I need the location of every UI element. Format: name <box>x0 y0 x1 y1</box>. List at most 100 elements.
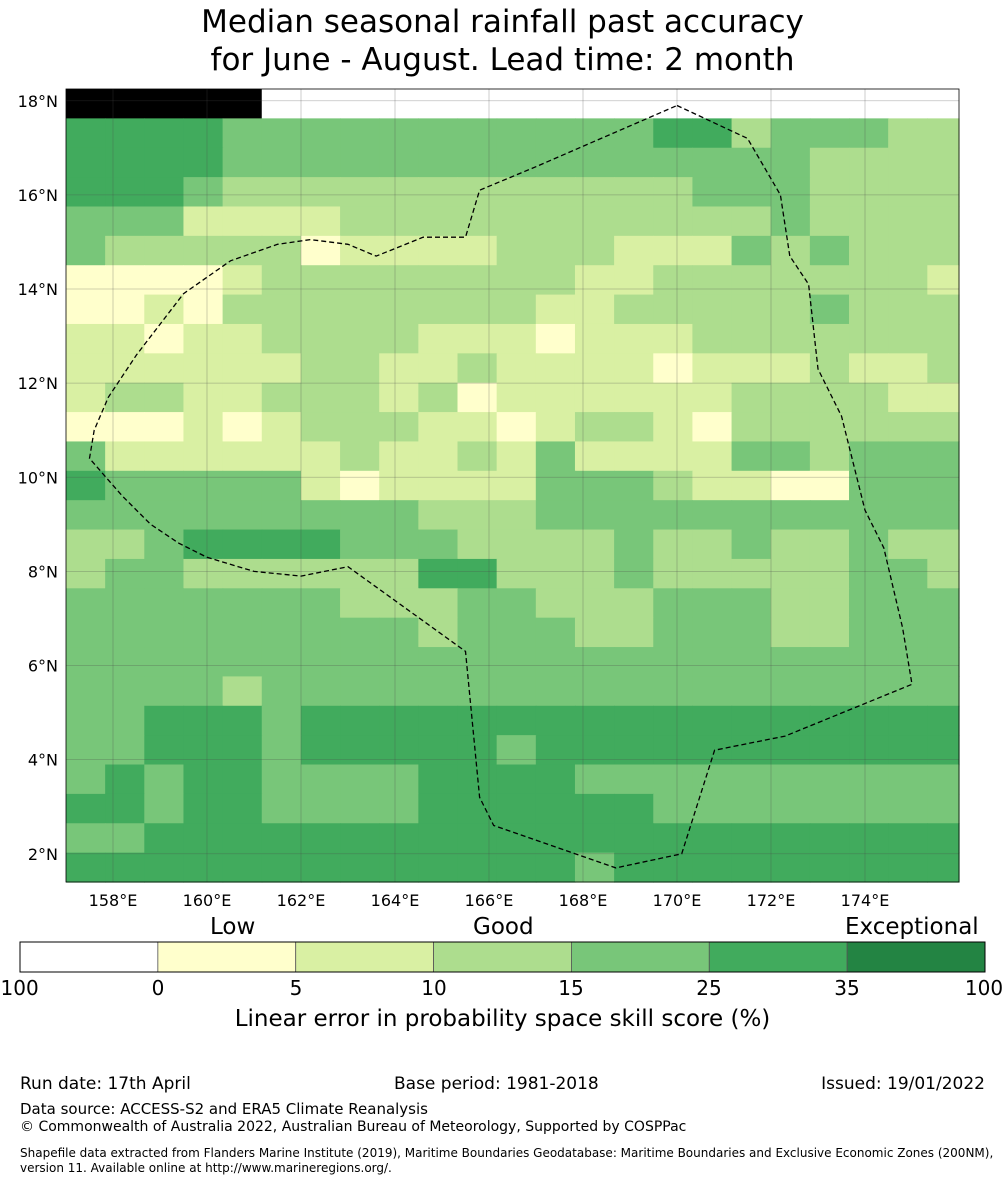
skill-cell <box>66 500 106 531</box>
skill-cell <box>105 118 145 149</box>
skill-cell <box>457 705 498 736</box>
skill-cell <box>692 823 733 854</box>
skill-cell <box>731 323 772 354</box>
skill-cell <box>105 206 145 237</box>
skill-cell <box>653 441 694 472</box>
skill-cell <box>692 265 733 296</box>
skill-cell <box>614 529 654 560</box>
skill-cell <box>770 89 811 119</box>
skill-cell <box>300 382 341 413</box>
skill-cell <box>457 441 498 472</box>
skill-cell <box>418 265 459 296</box>
skill-cell <box>692 588 733 619</box>
skill-cell <box>379 764 419 795</box>
skill-cell <box>809 470 850 501</box>
skill-cell <box>66 147 106 178</box>
skill-cell <box>144 177 185 208</box>
skill-cell <box>457 89 498 119</box>
skill-cell <box>418 676 459 707</box>
skill-cell <box>888 265 928 296</box>
skill-cell <box>574 676 615 707</box>
skill-cell <box>222 206 263 237</box>
skill-cell <box>731 177 772 208</box>
skill-cell <box>340 647 380 678</box>
skill-cell <box>770 558 811 589</box>
skill-cell <box>144 235 185 266</box>
skill-cell <box>574 412 615 443</box>
skill-cell <box>849 382 889 413</box>
lon-tick-label: 158°E <box>89 891 138 910</box>
lat-tick-label: 2°N <box>28 845 58 864</box>
skill-cell <box>692 529 733 560</box>
skill-cell <box>535 441 576 472</box>
skill-cell <box>66 294 106 325</box>
skill-cell <box>731 617 772 648</box>
skill-grid <box>66 89 960 883</box>
skill-cell <box>496 793 537 824</box>
skill-cell <box>849 353 889 384</box>
skill-cell <box>66 558 106 589</box>
skill-cell <box>457 235 498 266</box>
skill-cell <box>183 235 224 266</box>
skill-cell <box>653 294 694 325</box>
skill-cell <box>222 500 263 531</box>
skill-cell <box>418 412 459 443</box>
skill-cell <box>653 793 694 824</box>
skill-cell <box>457 647 498 678</box>
skill-cell <box>261 735 302 766</box>
latitude-labels: 18°N 16°N 14°N 12°N 10°N 8°N 6°N 4°N 2°N <box>18 92 58 864</box>
skill-cell <box>105 470 145 501</box>
skill-cell <box>770 735 811 766</box>
skill-cell <box>457 735 498 766</box>
skill-cell <box>692 647 733 678</box>
lat-tick-label: 16°N <box>18 186 58 205</box>
colorbar-tick: 15 <box>558 976 584 1000</box>
skill-cell <box>574 852 615 883</box>
map-frame <box>65 88 960 883</box>
skill-cell <box>888 118 928 149</box>
skill-cell <box>927 470 960 501</box>
skill-cell <box>770 529 811 560</box>
skill-cell <box>222 735 263 766</box>
colorbar-word-good: Good <box>473 914 534 940</box>
skill-cell <box>614 147 654 178</box>
skill-cell <box>849 177 889 208</box>
skill-cell <box>614 235 654 266</box>
colorbar-swatch <box>846 941 986 973</box>
colorbar-boxes <box>19 941 986 973</box>
skill-cell <box>653 617 694 648</box>
skill-cell <box>66 353 106 384</box>
skill-cell <box>66 676 106 707</box>
skill-cell <box>574 441 615 472</box>
skill-cell <box>340 558 380 589</box>
skill-cell <box>379 265 419 296</box>
skill-cell <box>692 705 733 736</box>
skill-cell <box>809 764 850 795</box>
lon-tick-label: 168°E <box>559 891 608 910</box>
skill-cell <box>66 323 106 354</box>
skill-cell <box>379 470 419 501</box>
skill-cell <box>809 294 850 325</box>
skill-cell <box>731 823 772 854</box>
skill-cell <box>457 558 498 589</box>
skill-cell <box>457 529 498 560</box>
skill-cell <box>144 470 185 501</box>
skill-cell <box>105 617 145 648</box>
skill-cell <box>731 764 772 795</box>
skill-cell <box>535 206 576 237</box>
skill-cell <box>809 353 850 384</box>
skill-cell <box>379 382 419 413</box>
skill-cell <box>105 265 145 296</box>
skill-cell <box>888 441 928 472</box>
colorbar-tick: 0 <box>151 976 165 1000</box>
skill-cell <box>809 382 850 413</box>
skill-cell <box>496 500 537 531</box>
skill-cell <box>574 735 615 766</box>
skill-cell <box>457 412 498 443</box>
skill-cell <box>105 852 145 883</box>
skill-cell <box>144 529 185 560</box>
skill-cell <box>222 470 263 501</box>
skill-cell <box>496 617 537 648</box>
skill-cell <box>261 118 302 149</box>
skill-cell <box>66 382 106 413</box>
